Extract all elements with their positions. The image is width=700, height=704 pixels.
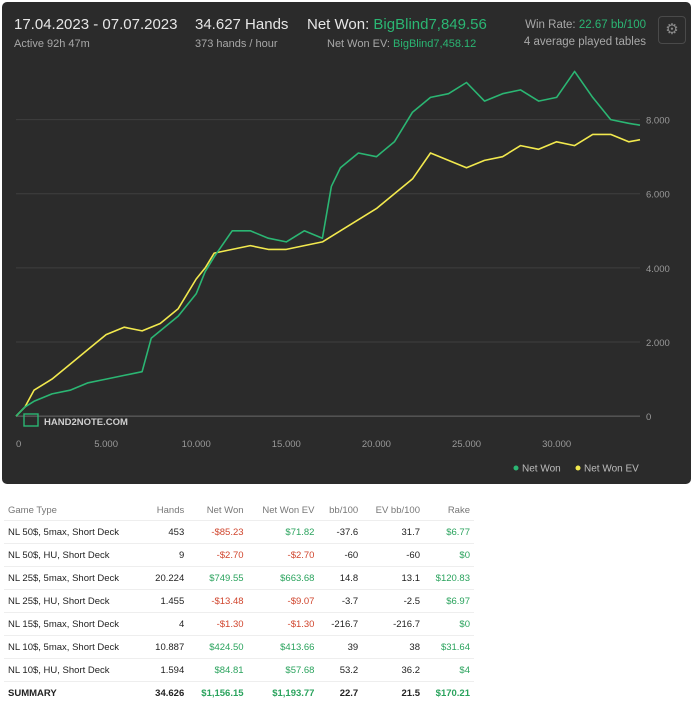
cell-bb100: -60 — [318, 544, 362, 567]
cell-net-won: -$1.30 — [188, 613, 247, 636]
cell-game: NL 10$, HU, Short Deck — [4, 659, 145, 682]
cell-net-won: $749.55 — [188, 567, 247, 590]
cell-net-won-ev: $57.68 — [248, 659, 319, 682]
cell-bb100: 14.8 — [318, 567, 362, 590]
cell-ev-bb100: 38 — [362, 636, 424, 659]
cell-net-won-ev: -$2.70 — [248, 544, 319, 567]
cell-net-won-ev: -$1.30 — [248, 613, 319, 636]
cell-rake: $0 — [424, 613, 474, 636]
x-tick-label: 0 — [16, 439, 21, 450]
cell-bb100: -3.7 — [318, 590, 362, 613]
cell-net-won-ev: $663.68 — [248, 567, 319, 590]
cell-hands: 34.626 — [145, 682, 189, 704]
legend-item: Net Won — [522, 464, 561, 475]
net-won-chart: 0 2.000 4.000 6.000 8.000 0 5.000 10.000 15.000 2… — [4, 4, 689, 482]
column-header[interactable]: bb/100 — [318, 500, 362, 521]
cell-ev-bb100: -2.5 — [362, 590, 424, 613]
column-header[interactable]: Net Won — [188, 500, 247, 521]
legend-marker — [514, 466, 519, 471]
cell-ev-bb100: 31.7 — [362, 521, 424, 544]
cell-hands: 1.594 — [145, 659, 189, 682]
column-header[interactable]: Net Won EV — [248, 500, 319, 521]
cell-net-won-ev: $413.66 — [248, 636, 319, 659]
legend-marker — [576, 466, 581, 471]
cell-net-won: -$2.70 — [188, 544, 247, 567]
cell-net-won: $424.50 — [188, 636, 247, 659]
cell-net-won-ev: $71.82 — [248, 521, 319, 544]
y-tick-label: 8.000 — [646, 116, 670, 127]
cell-bb100: -37.6 — [318, 521, 362, 544]
series-net-won-ev-line — [16, 134, 640, 416]
stats-panel: 17.04.2023 - 07.07.2023 Active 92h 47m 3… — [2, 2, 691, 484]
cell-rake: $31.64 — [424, 636, 474, 659]
cell-bb100: 22.7 — [318, 682, 362, 704]
cell-net-won: $1,156.15 — [188, 682, 247, 704]
cell-game: NL 10$, 5max, Short Deck — [4, 636, 145, 659]
cell-bb100: 53.2 — [318, 659, 362, 682]
column-header[interactable]: Hands — [145, 500, 189, 521]
cell-game: NL 25$, 5max, Short Deck — [4, 567, 145, 590]
cell-ev-bb100: 13.1 — [362, 567, 424, 590]
x-tick-label: 25.000 — [452, 439, 481, 450]
x-tick-label: 10.000 — [182, 439, 211, 450]
cell-rake: $0 — [424, 544, 474, 567]
y-tick-label: 4.000 — [646, 264, 670, 275]
cell-hands: 20.224 — [145, 567, 189, 590]
cell-ev-bb100: -60 — [362, 544, 424, 567]
x-tick-label: 5.000 — [94, 439, 118, 450]
cell-rake: $6.97 — [424, 590, 474, 613]
cell-rake: $170.21 — [424, 682, 474, 704]
cell-ev-bb100: 36.2 — [362, 659, 424, 682]
cell-ev-bb100: 21.5 — [362, 682, 424, 704]
cell-hands: 1.455 — [145, 590, 189, 613]
cell-net-won: -$13.48 — [188, 590, 247, 613]
cell-bb100: -216.7 — [318, 613, 362, 636]
cell-game: SUMMARY — [4, 682, 145, 704]
y-tick-label: 0 — [646, 412, 651, 423]
cell-net-won-ev: -$9.07 — [248, 590, 319, 613]
cell-game: NL 50$, 5max, Short Deck — [4, 521, 145, 544]
column-header[interactable]: Game Type — [4, 500, 145, 521]
cell-hands: 9 — [145, 544, 189, 567]
cell-net-won-ev: $1,193.77 — [248, 682, 319, 704]
x-tick-label: 20.000 — [362, 439, 391, 450]
cell-bb100: 39 — [318, 636, 362, 659]
cell-net-won: -$85.23 — [188, 521, 247, 544]
cell-game: NL 25$, HU, Short Deck — [4, 590, 145, 613]
column-header[interactable]: Rake — [424, 500, 474, 521]
x-tick-label: 15.000 — [272, 439, 301, 450]
cell-net-won: $84.81 — [188, 659, 247, 682]
watermark: HAND2NOTE.COM — [44, 417, 128, 428]
x-tick-label: 30.000 — [542, 439, 571, 450]
cell-hands: 4 — [145, 613, 189, 636]
cell-rake: $4 — [424, 659, 474, 682]
legend-item: Net Won EV — [584, 464, 639, 475]
series-net-won-line — [16, 71, 640, 416]
cell-hands: 10.887 — [145, 636, 189, 659]
cell-rake: $6.77 — [424, 521, 474, 544]
y-tick-label: 6.000 — [646, 190, 670, 201]
y-tick-label: 2.000 — [646, 338, 670, 349]
cell-game: NL 15$, 5max, Short Deck — [4, 613, 145, 636]
cell-rake: $120.83 — [424, 567, 474, 590]
cell-game: NL 50$, HU, Short Deck — [4, 544, 145, 567]
cell-ev-bb100: -216.7 — [362, 613, 424, 636]
cell-hands: 453 — [145, 521, 189, 544]
column-header[interactable]: EV bb/100 — [362, 500, 424, 521]
